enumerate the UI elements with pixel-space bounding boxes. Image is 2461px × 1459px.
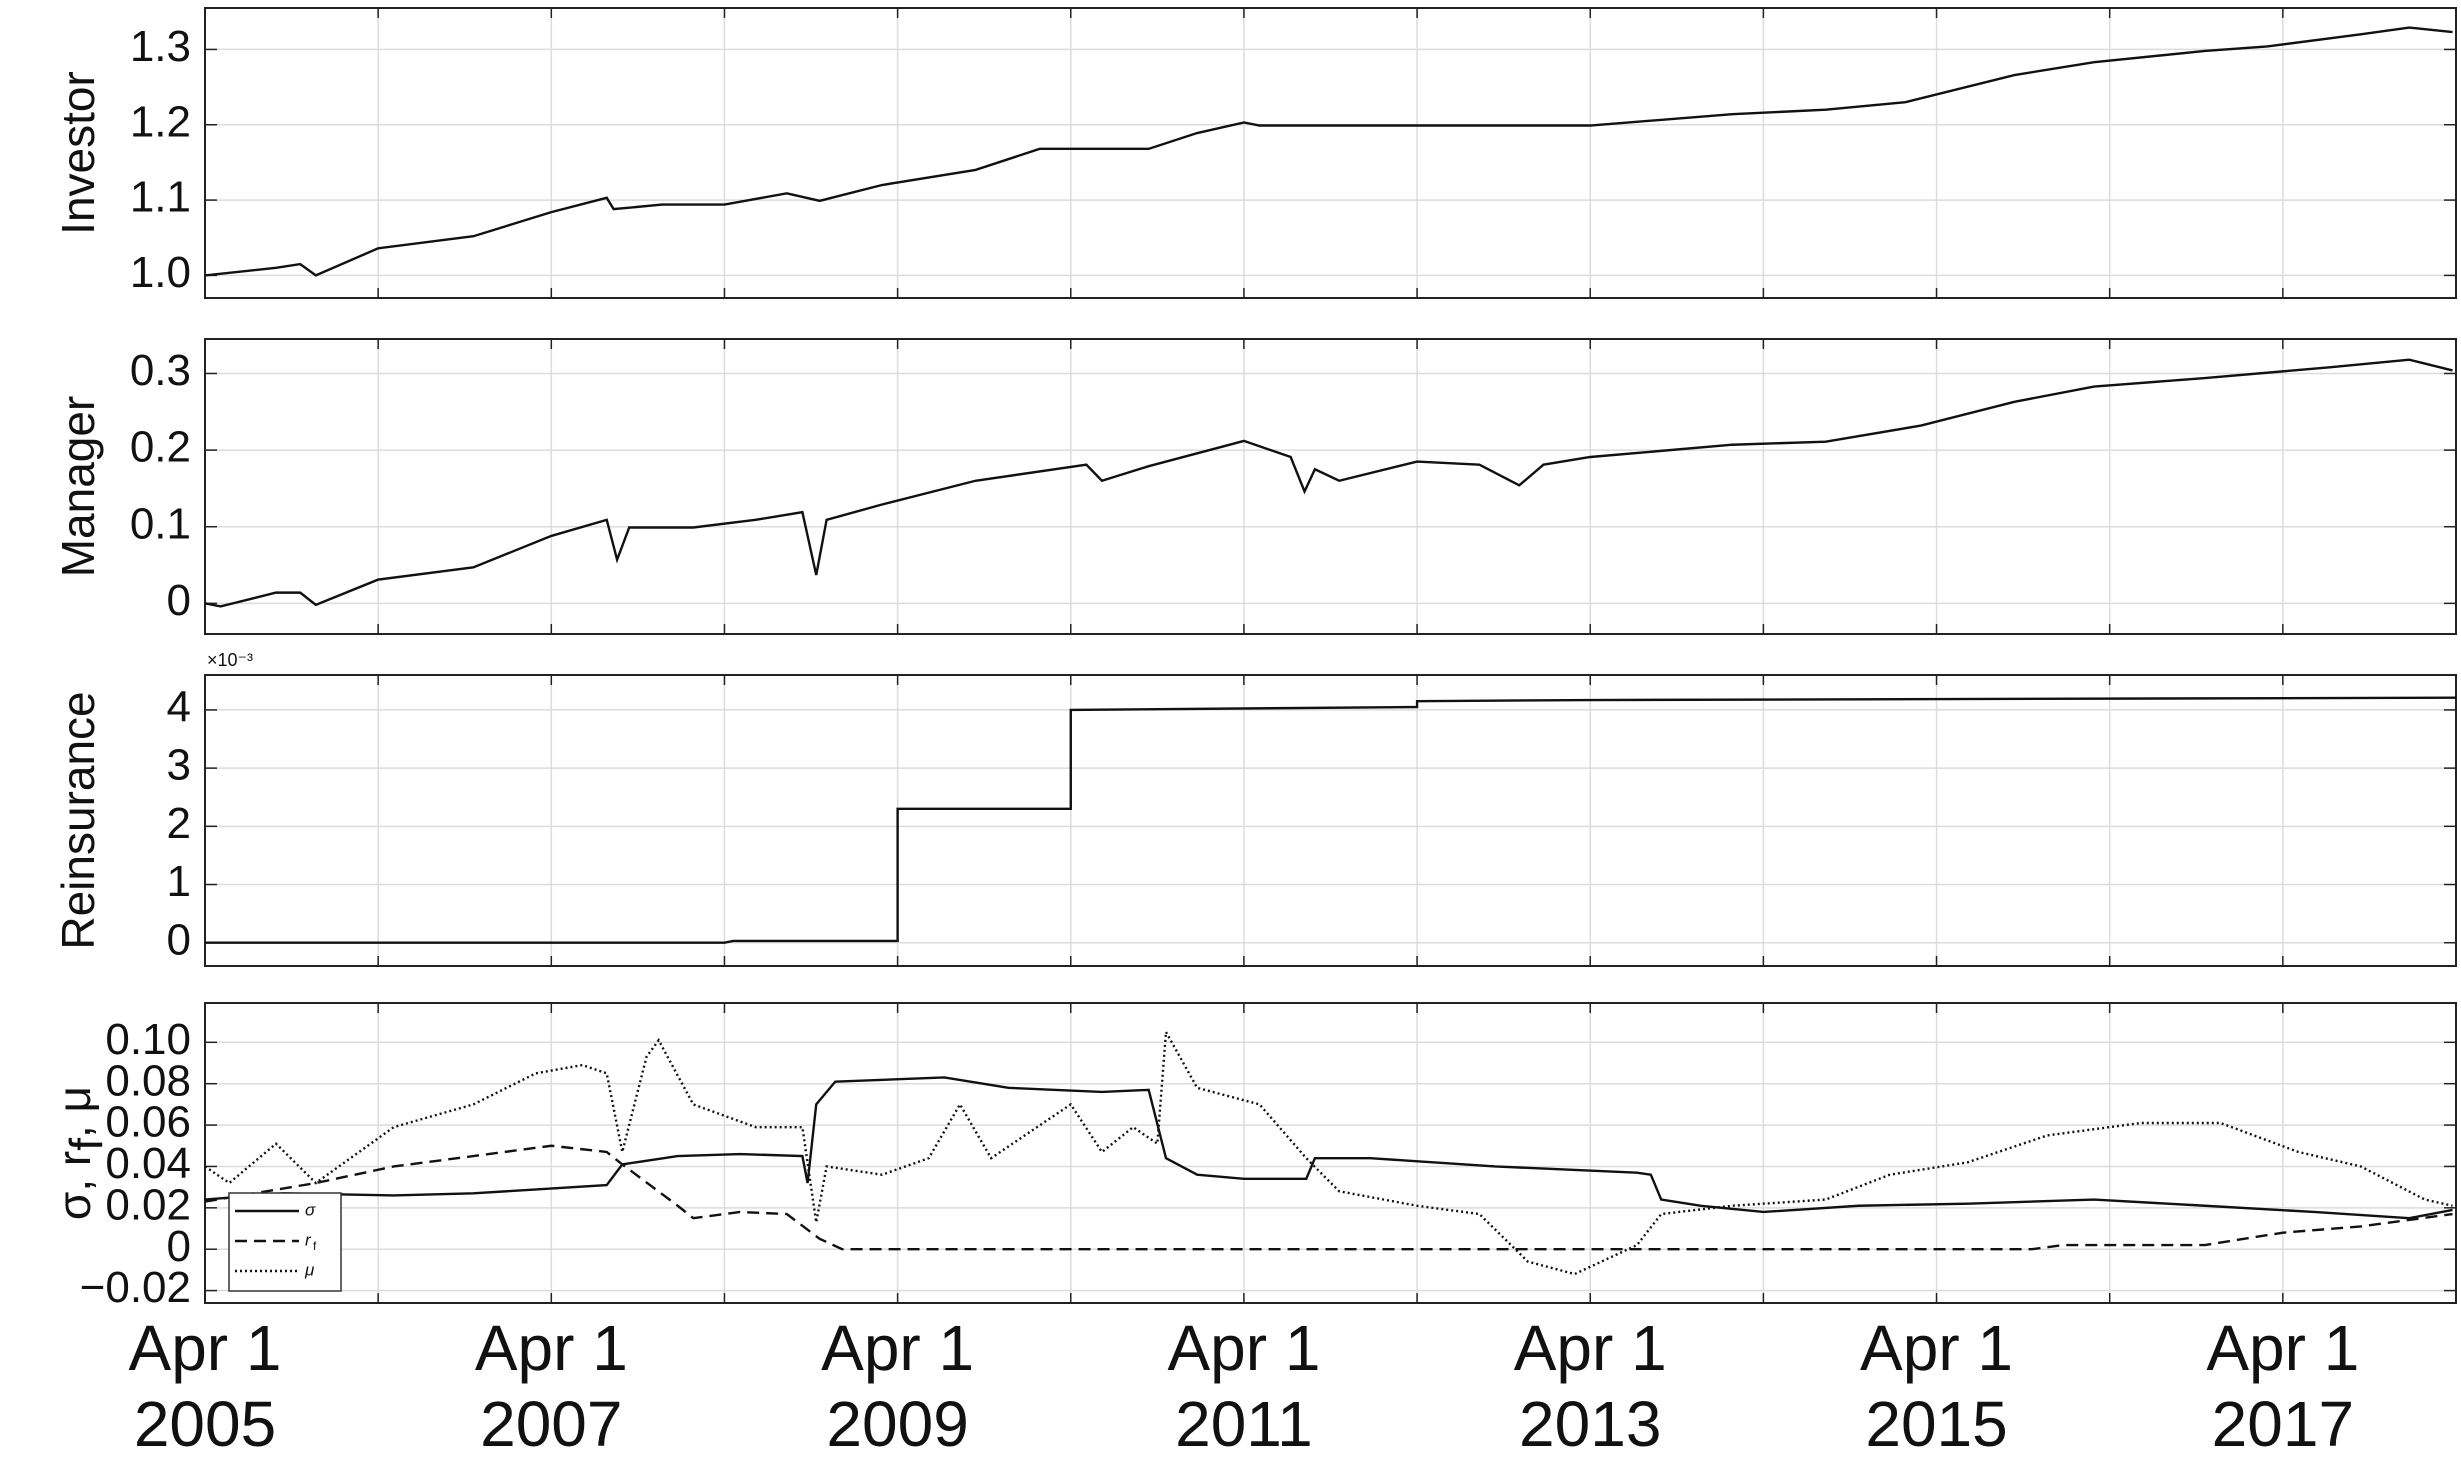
x-tick-label-line: 2007 [480, 1388, 622, 1459]
y-tick-label: 1.1 [130, 173, 191, 222]
y-tick-label: 0.02 [105, 1180, 191, 1229]
plot-area [205, 8, 2456, 298]
plot-frame [204, 7, 2457, 299]
y-tick-label: 0 [167, 1222, 191, 1271]
x-tick-label-line: Apr 1 [821, 1312, 974, 1384]
y-tick-label: 0 [167, 576, 191, 625]
y-tick-label: 0 [167, 915, 191, 964]
x-tick-label-line: 2011 [1175, 1388, 1313, 1459]
x-tick-label: Apr 1 2013 [1514, 1312, 1667, 1459]
plot-frame [204, 338, 2457, 635]
y-tick-label: 1 [167, 857, 191, 906]
y-tick-label: 0.2 [130, 423, 191, 472]
plot-area [205, 339, 2456, 634]
plot-frame [204, 674, 2457, 967]
y-tick-label: 1.2 [130, 97, 191, 146]
data-line [204, 358, 2453, 608]
legend-label: σ [305, 1200, 316, 1219]
y-tick-label: −0.02 [80, 1263, 191, 1312]
y-offset-text: ×10⁻³ [207, 650, 253, 670]
plot-frame [204, 1002, 2457, 1304]
y-tick-label: 1.3 [130, 22, 191, 71]
panel: 0 1 2 3 4 Reinsurance ×10⁻³ [52, 650, 2457, 967]
data-line [204, 1076, 2453, 1220]
x-tick-label-line: 2013 [1519, 1388, 1661, 1459]
y-axis-label-part: f [60, 1138, 112, 1151]
y-axis-label: Manager [52, 396, 104, 578]
y-axis-label: Reinsurance [52, 691, 104, 949]
legend-label-sub: f [313, 1239, 317, 1253]
x-tick-label-line: 2005 [134, 1388, 276, 1459]
x-tick-label: Apr 1 2017 [2206, 1312, 2359, 1459]
y-tick-label: 0.04 [105, 1139, 191, 1188]
x-tick-label: Apr 1 2005 [129, 1312, 282, 1459]
y-tick-label: 3 [167, 741, 191, 790]
x-tick-label: Apr 1 2007 [475, 1312, 628, 1459]
x-tick-label-line: 2015 [1865, 1388, 2007, 1459]
y-tick-label: 0.06 [105, 1098, 191, 1147]
x-tick-label: Apr 1 2009 [821, 1312, 974, 1459]
data-line [205, 696, 2457, 944]
y-tick-label: 0.08 [105, 1056, 191, 1105]
x-tick-label-line: 2009 [826, 1388, 968, 1459]
panel: 1.0 1.1 1.2 1.3 Investor [52, 7, 2457, 299]
x-tick-label-line: Apr 1 [1860, 1312, 2013, 1384]
y-tick-label: 0.3 [130, 346, 191, 395]
y-tick-label: 1.0 [130, 248, 191, 297]
y-axis-label: σ, rf , μ [48, 1086, 112, 1220]
x-tick-label-line: Apr 1 [1514, 1312, 1667, 1384]
legend-label: r [305, 1230, 312, 1249]
legend-box [228, 1192, 342, 1292]
data-line [204, 1144, 2453, 1251]
y-axis-label: Investor [52, 71, 104, 235]
x-tick-label-line: Apr 1 [475, 1312, 628, 1384]
data-line [204, 26, 2453, 277]
plot-area [205, 675, 2456, 966]
y-axis-label-part: , μ [48, 1086, 100, 1138]
plot-area [205, 1003, 2456, 1303]
legend-label: μ [304, 1260, 315, 1279]
x-tick-label-line: 2017 [2212, 1388, 2354, 1459]
x-tick-label: Apr 1 2015 [1860, 1312, 2013, 1459]
y-tick-label: 2 [167, 799, 191, 848]
x-tick-label-line: Apr 1 [2206, 1312, 2359, 1384]
x-tick-label-line: Apr 1 [1167, 1312, 1320, 1384]
x-tick-label: Apr 1 2011 [1167, 1312, 1320, 1459]
y-tick-label: 0.10 [105, 1015, 191, 1064]
panel: 0 0.1 0.2 0.3 Manager [52, 338, 2457, 635]
y-axis-label-part: σ, r [48, 1151, 100, 1220]
x-tick-label-line: Apr 1 [129, 1312, 282, 1384]
y-tick-label: 4 [167, 683, 191, 732]
y-tick-label: 0.1 [130, 499, 191, 548]
